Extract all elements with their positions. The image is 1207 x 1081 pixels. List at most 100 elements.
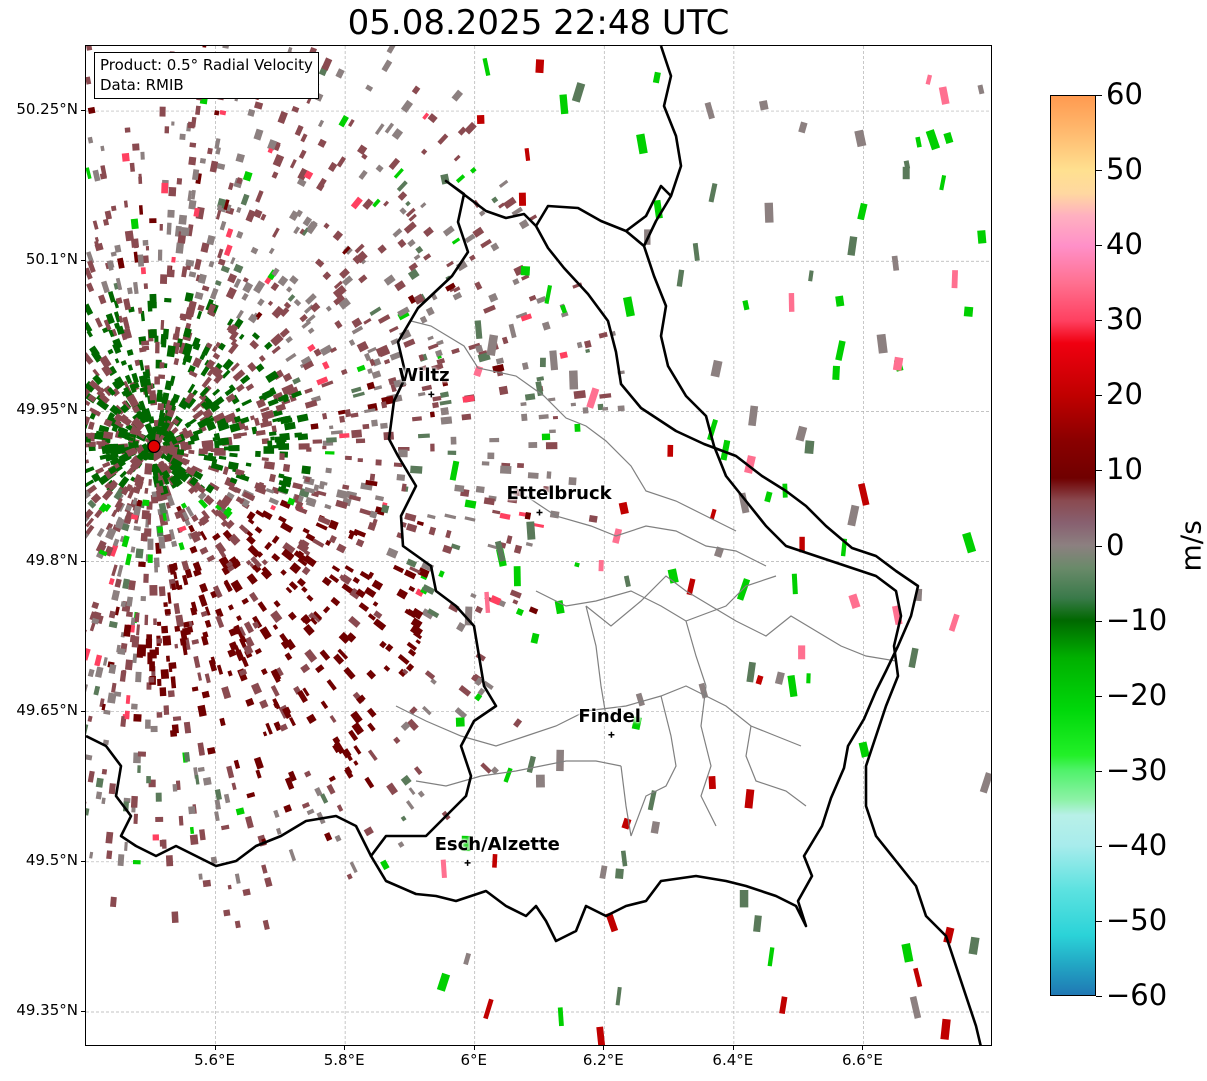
echo-bin xyxy=(201,635,209,646)
echo-bin xyxy=(123,200,129,208)
echo-bin xyxy=(374,123,385,136)
echo-bin xyxy=(374,495,385,502)
echo-bin xyxy=(112,338,123,350)
echo-bin xyxy=(367,722,376,732)
echo-bin xyxy=(161,625,169,634)
echo-bin xyxy=(149,585,158,596)
echo-bin xyxy=(299,313,308,323)
echo-bin xyxy=(182,353,193,363)
echo-bin xyxy=(676,269,685,287)
echo-bin xyxy=(245,383,255,392)
echo-bin xyxy=(223,506,232,516)
echo-bin xyxy=(759,100,769,111)
echo-bin xyxy=(214,811,220,822)
echo-bin xyxy=(559,94,569,115)
echo-bin xyxy=(216,664,224,675)
echo-bin xyxy=(99,387,106,393)
echo-bin xyxy=(155,341,160,354)
echo-bin xyxy=(180,226,190,237)
echo-bin xyxy=(205,298,214,312)
echo-bin xyxy=(480,238,492,249)
echo-bin xyxy=(145,369,151,379)
echo-bin xyxy=(249,591,259,603)
echo-bin xyxy=(188,417,197,426)
echo-bin xyxy=(377,244,387,254)
echo-bin xyxy=(297,557,308,567)
echo-bin xyxy=(406,558,417,568)
echo-bin xyxy=(636,133,648,155)
echo-bin xyxy=(257,601,268,612)
colorbar-tick-label: −30 xyxy=(1106,752,1168,787)
echo-bin xyxy=(647,790,657,811)
echo-bin xyxy=(379,640,387,649)
colorbar-unit-label: m/s xyxy=(1174,520,1207,572)
echo-bin xyxy=(152,470,159,480)
echo-bin xyxy=(294,432,303,438)
echo-bin xyxy=(199,829,206,841)
echo-bin xyxy=(193,569,202,577)
echo-bin xyxy=(203,494,215,506)
echo-bin xyxy=(210,508,220,517)
echo-bin xyxy=(210,448,217,453)
echo-bin xyxy=(278,515,287,524)
echo-bin xyxy=(228,342,239,355)
echo-bin xyxy=(381,59,393,73)
echo-bin xyxy=(288,581,299,591)
echo-bin xyxy=(753,915,762,933)
echo-bin xyxy=(521,274,530,281)
echo-bin xyxy=(244,636,255,648)
echo-bin xyxy=(105,450,113,455)
echo-bin xyxy=(114,358,120,364)
echo-bin xyxy=(120,601,127,608)
echo-bin xyxy=(261,389,274,400)
echo-bin xyxy=(490,242,500,252)
echo-bin xyxy=(175,242,184,254)
echo-bin xyxy=(96,527,105,538)
echo-bin xyxy=(196,417,211,429)
echo-bin xyxy=(326,783,336,795)
echo-bin xyxy=(130,513,139,521)
echo-bin xyxy=(86,517,95,528)
echo-bin xyxy=(409,566,421,574)
lon-tick-mark xyxy=(862,1046,864,1050)
echo-bin xyxy=(344,408,352,418)
echo-bin xyxy=(208,401,221,413)
echo-bin xyxy=(342,246,351,255)
echo-bin xyxy=(421,608,435,620)
echo-bin xyxy=(257,298,265,307)
echo-bin xyxy=(464,516,476,522)
echo-bin xyxy=(95,467,105,475)
echo-bin xyxy=(521,362,529,371)
echo-bin xyxy=(338,114,349,128)
echo-bin xyxy=(363,826,374,837)
echo-bin xyxy=(152,834,160,841)
echo-bin xyxy=(530,632,540,644)
echo-bin xyxy=(330,430,343,435)
echo-bin xyxy=(486,334,499,356)
echo-bin xyxy=(200,610,208,618)
echo-bin xyxy=(197,491,207,501)
echo-bin xyxy=(367,346,377,354)
echo-bin xyxy=(130,617,136,626)
echo-bin xyxy=(404,608,412,616)
echo-bin xyxy=(477,687,486,696)
echo-bin xyxy=(313,348,322,357)
echo-bin xyxy=(335,68,345,79)
echo-bin xyxy=(598,331,608,339)
echo-bin xyxy=(287,46,293,54)
echo-bin xyxy=(188,271,197,278)
echo-bin xyxy=(303,624,315,636)
echo-bin xyxy=(351,386,362,394)
echo-bin xyxy=(321,57,333,71)
echo-bin xyxy=(386,46,396,54)
echo-bin xyxy=(255,509,266,518)
echo-bin xyxy=(133,505,142,516)
echo-bin xyxy=(205,359,216,370)
echo-bin xyxy=(220,519,229,528)
echo-bin xyxy=(528,294,537,302)
echo-bin xyxy=(121,523,130,532)
echo-bin xyxy=(328,775,336,783)
echo-bin xyxy=(304,486,316,494)
echo-bin xyxy=(206,554,216,563)
echo-bin xyxy=(520,313,533,322)
